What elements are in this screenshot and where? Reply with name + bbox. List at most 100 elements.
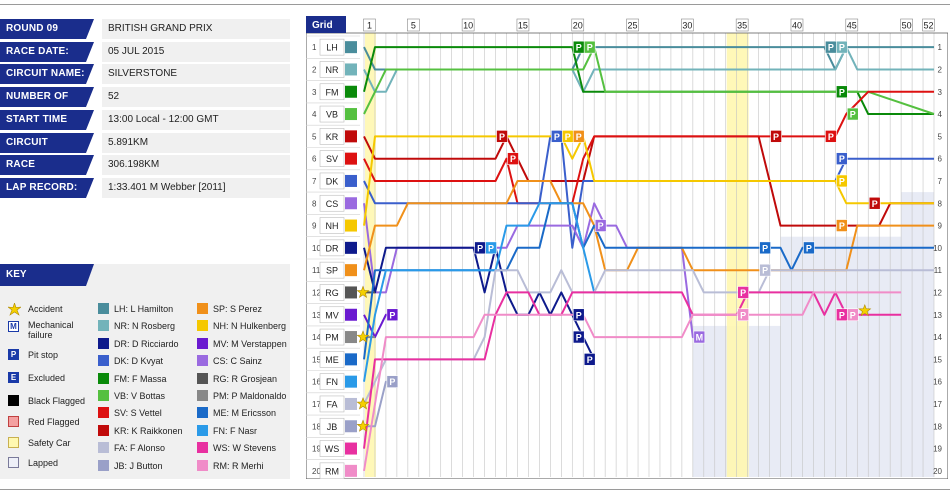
- grid-code-box: [319, 328, 345, 346]
- info-value: BRITISH GRAND PRIX: [102, 19, 290, 39]
- pit-stop-marker-box: [836, 85, 848, 99]
- lap-tick-box: [922, 18, 935, 32]
- pit-stop-marker-letter: P: [839, 154, 845, 164]
- grid-code-label: RM: [325, 466, 339, 476]
- grid-code-box: [319, 128, 345, 145]
- driver-color-swatch: [98, 424, 109, 436]
- pit-stop-marker-box: [594, 219, 607, 232]
- pit-stop-marker-letter: P: [510, 154, 516, 164]
- pit-stop-marker-box: [583, 353, 596, 366]
- position-number: 9: [312, 222, 317, 231]
- black-flag-icon: [8, 395, 19, 406]
- driver-color-swatch: [197, 407, 208, 419]
- accident-star: [858, 303, 872, 317]
- pit-stop-marker-box: [759, 241, 771, 255]
- pit-stop-marker: P: [572, 308, 585, 322]
- red-flag-icon: [8, 416, 19, 427]
- pit-stop-marker-letter: P: [872, 199, 878, 209]
- position-number: 14: [312, 333, 321, 342]
- position-number-right: 5: [938, 132, 943, 141]
- position-number: 4: [312, 110, 317, 119]
- series-line-sp: [363, 180, 934, 272]
- grid-code-box: [319, 38, 345, 56]
- pit-stop-marker: P: [836, 174, 848, 188]
- position-number-right: 1: [938, 43, 943, 52]
- lap-tick-label: 52: [924, 21, 934, 31]
- info-row: LAP RECORD: 1:33.401 M Webber [2011]: [0, 177, 290, 198]
- pit-stop-marker: P: [496, 130, 508, 143]
- pit-stop-marker: P: [825, 130, 837, 143]
- pit-stop-marker-box: [572, 130, 585, 143]
- grid-code-label: RG: [325, 288, 339, 298]
- lap-tick-box: [516, 18, 530, 32]
- pit-stop-marker: P: [583, 353, 596, 366]
- grid-code-box: [319, 194, 345, 212]
- grid-code-box: [319, 239, 345, 257]
- pit-stop-marker-letter: P: [828, 132, 834, 142]
- info-label: RACE DATE:: [0, 41, 94, 62]
- grid-code-label: KR: [326, 132, 339, 142]
- key-event-label: Red Flagged: [28, 417, 80, 427]
- lap-tick-box: [626, 18, 639, 32]
- driver-color-swatch: [197, 459, 208, 471]
- position-number-right: 3: [938, 88, 943, 97]
- position-number-right: 17: [933, 400, 942, 409]
- pit-stop-marker-letter: P: [850, 110, 856, 120]
- grid-color-swatch: [345, 197, 357, 210]
- position-number-right: 20: [933, 467, 942, 476]
- accident-star: [356, 397, 370, 410]
- grid-code-label: LH: [326, 43, 338, 53]
- pit-stop-marker-box: [583, 40, 596, 54]
- pit-stop-marker-letter: P: [839, 87, 845, 97]
- info-value: 5.891KM: [102, 132, 290, 153]
- pit-stop-marker-letter: P: [389, 377, 395, 387]
- pit-stop-marker-letter: P: [839, 221, 845, 231]
- pit-stop-marker-box: [836, 40, 848, 54]
- safety-car-band: [726, 33, 749, 477]
- pit-stop-marker-box: [496, 130, 508, 143]
- grid-code-box: [319, 351, 345, 368]
- driver-color-swatch: [197, 424, 208, 436]
- driver-key-label: KR: K Raikkonen: [114, 425, 183, 436]
- accident-star: [356, 285, 370, 299]
- grid-code-label: DK: [326, 176, 339, 186]
- pit-stop-marker: P: [572, 40, 585, 54]
- driver-key-label: ME: M Ericsson: [213, 408, 277, 419]
- key-event-label: Excluded: [28, 373, 66, 383]
- position-number: 12: [312, 288, 321, 297]
- lap-tick-label: 30: [682, 21, 692, 31]
- driver-color-swatch: [98, 442, 109, 454]
- pit-stop-marker-letter: P: [565, 132, 571, 142]
- lap-tick: 1: [363, 18, 376, 32]
- driver-key-label: DK: D Kvyat: [114, 356, 164, 367]
- pit-stop-marker-box: [386, 308, 399, 322]
- excluded-icon: E: [8, 372, 19, 383]
- pit-stop-marker-letter: P: [389, 310, 395, 320]
- position-number: 20: [312, 467, 321, 476]
- pit-stop-marker-box: [846, 107, 859, 121]
- info-label: NUMBER OF LAPS:: [0, 87, 94, 122]
- key-event-label: Lapped: [28, 458, 59, 468]
- pit-stop-marker-box: [737, 308, 749, 322]
- grid-code-box: [319, 284, 345, 301]
- pit-stop-marker-letter: P: [740, 288, 746, 298]
- pit-stop-marker: P: [846, 107, 859, 121]
- pit-stop-marker-box: [846, 308, 859, 322]
- grid-code-label: JB: [327, 422, 338, 432]
- position-number: 18: [312, 422, 321, 431]
- driver-color-swatch: [98, 320, 109, 332]
- key-panel: [0, 264, 290, 479]
- pit-stop-marker-box: [825, 130, 837, 143]
- pit-stop-marker-box: [759, 263, 771, 277]
- pit-stop-marker: P: [594, 219, 607, 232]
- grid-code-label: CS: [326, 199, 339, 209]
- grid-code-box: [319, 306, 345, 324]
- grid-code-label: SP: [326, 266, 338, 276]
- key-event-label: Safety Car: [28, 438, 71, 448]
- grid-color-swatch: [345, 464, 357, 477]
- lap-tick-box: [461, 18, 475, 32]
- grid-code-box: [319, 105, 345, 123]
- pit-stop-marker-box: [572, 308, 585, 322]
- position-number: 5: [312, 132, 317, 141]
- pit-stop-marker-box: [737, 286, 749, 299]
